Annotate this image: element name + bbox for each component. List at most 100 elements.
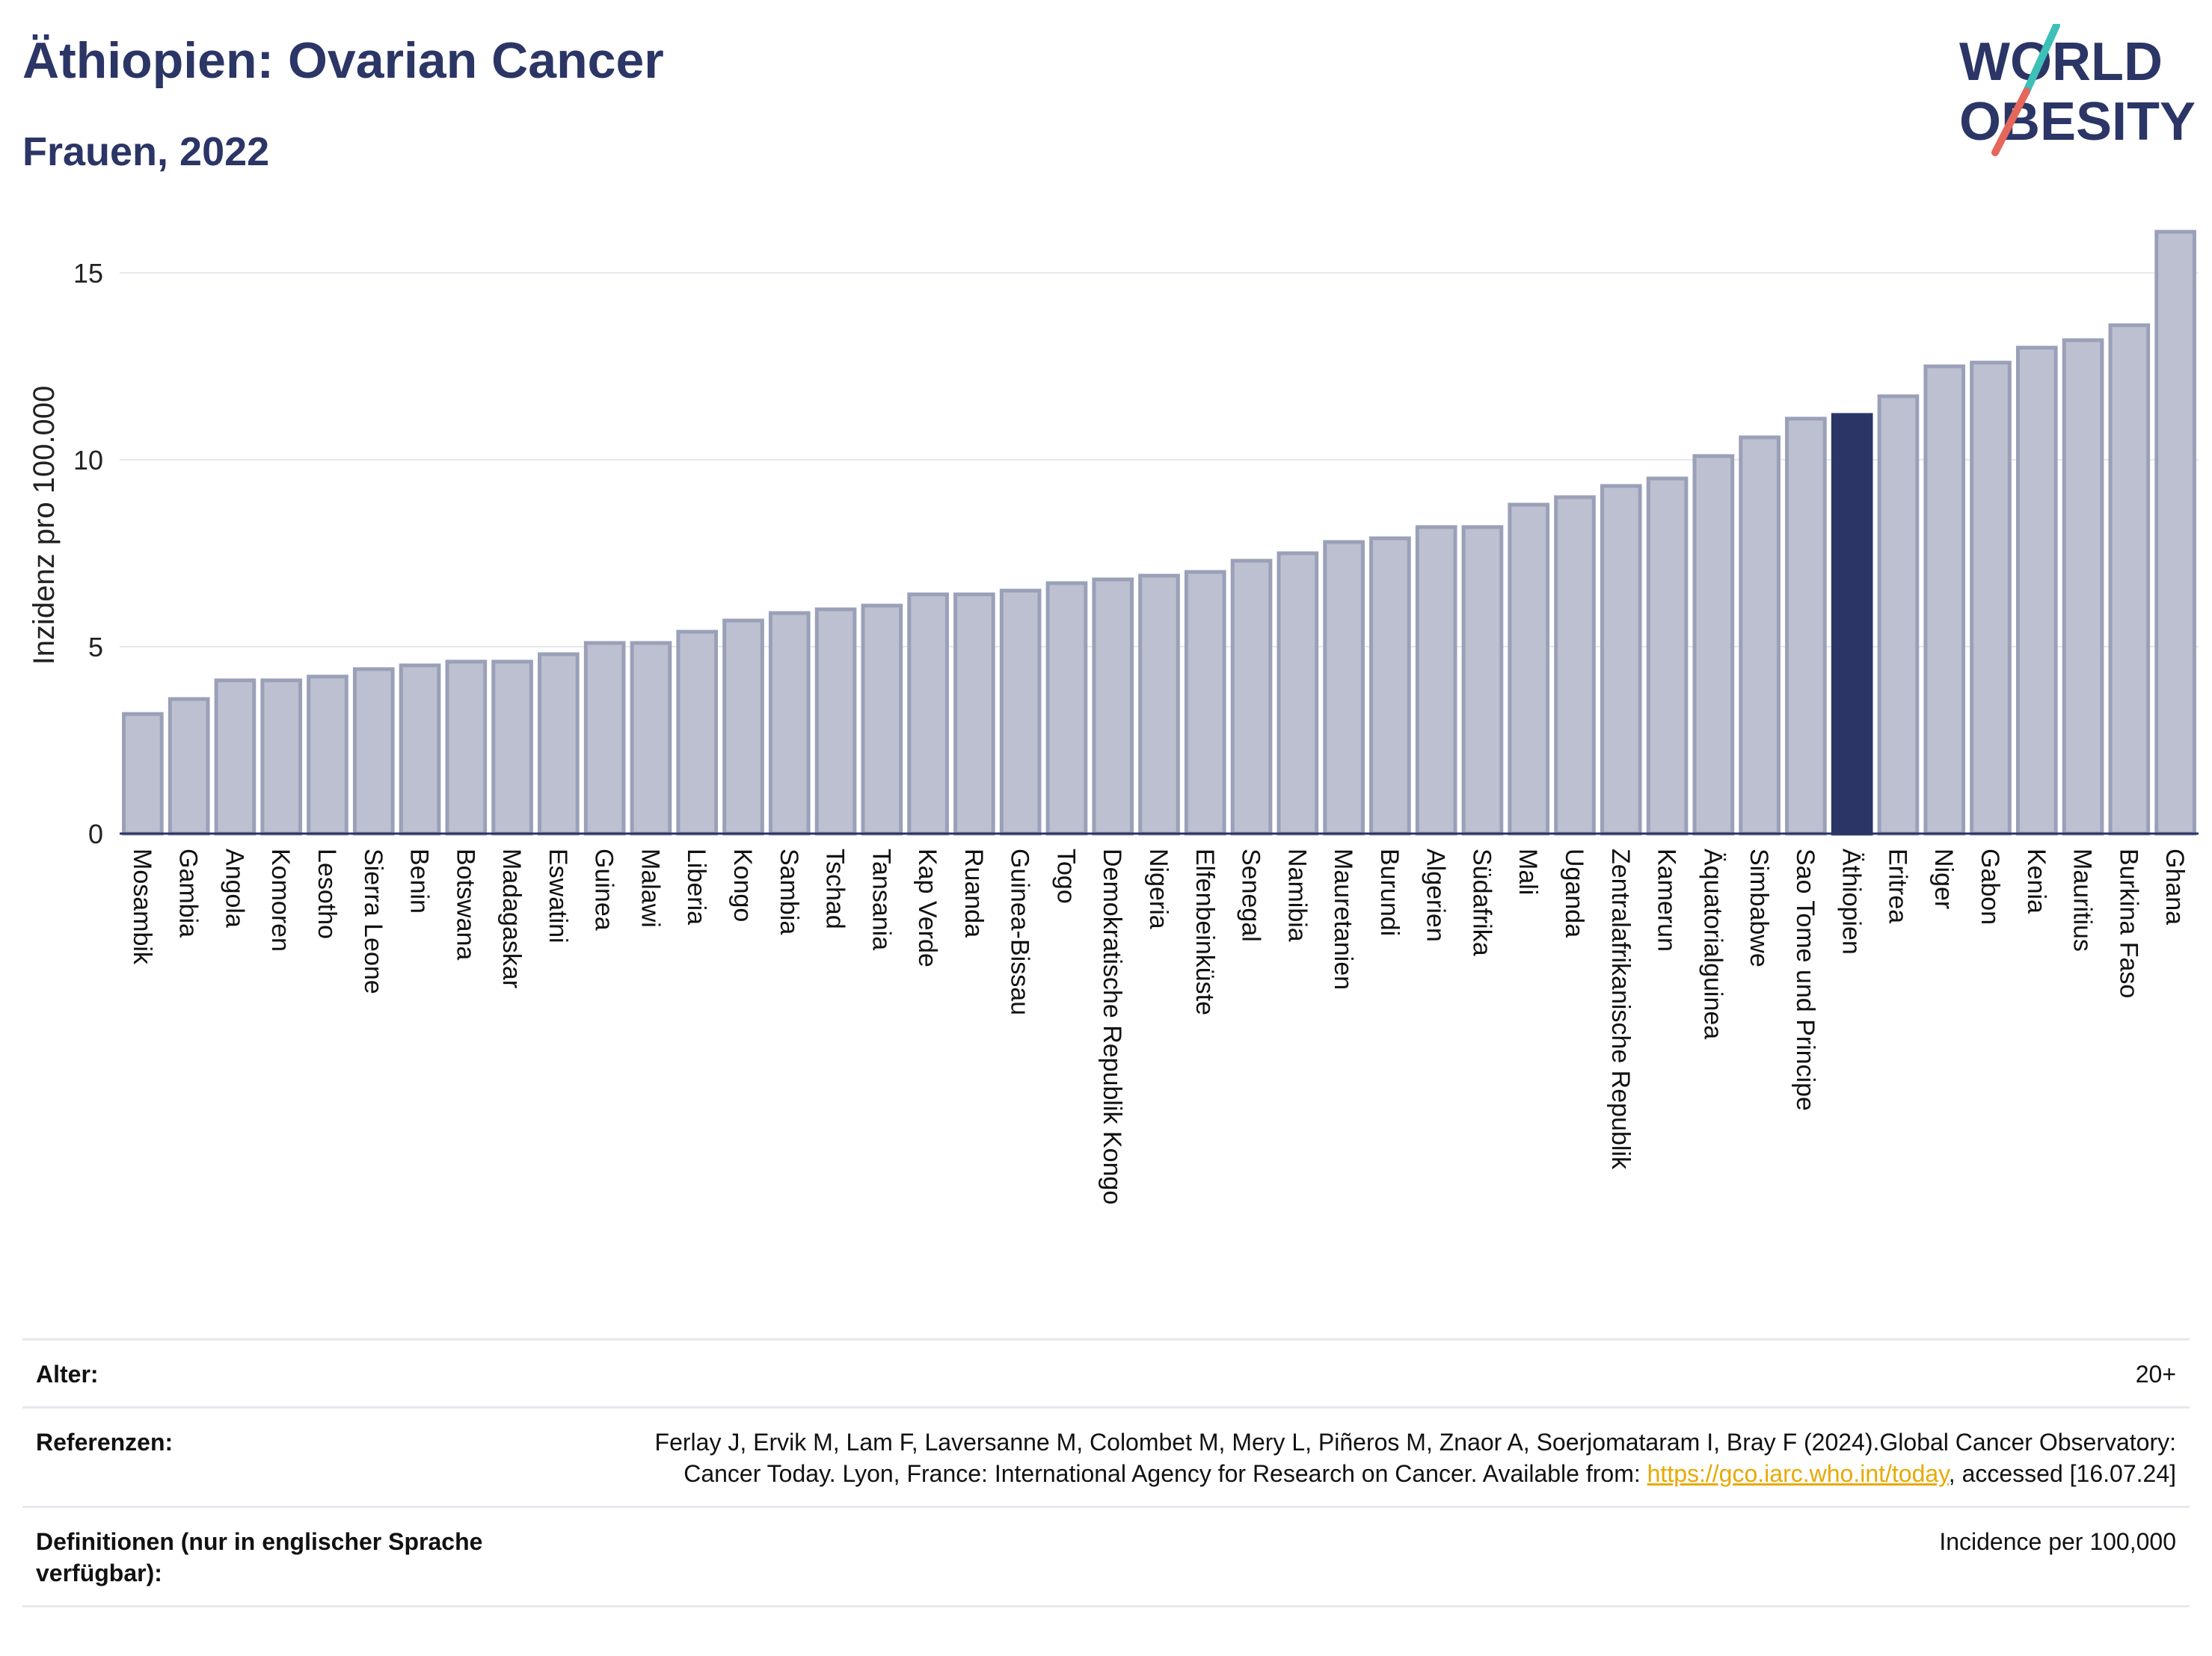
x-tick-label: Malawi [636,849,664,928]
x-tick-label: Ghana [2160,849,2189,925]
bar [1831,413,1873,836]
x-tick-label: Burundi [1375,849,1404,936]
x-tick-label: Lesotho [313,849,341,939]
x-tick-label: Kamerun [1653,849,1681,952]
x-tick-label: Benin [405,849,434,914]
y-axis-label: Inzidenz pro 100.000 [28,386,61,665]
bar [122,712,164,836]
bar [722,618,764,836]
definitions-label: Definitionen (nur in englischer Sprache … [36,1528,483,1586]
x-tick-label: Äthiopien [1837,849,1866,955]
bar [399,663,441,836]
bar [1923,364,1966,836]
x-tick-label: Kongo [728,849,757,922]
bar [676,630,719,836]
bar [1692,454,1735,836]
bar [768,611,811,836]
bar [1230,558,1273,836]
references-text-2: , accessed [16.07.24] [1948,1460,2176,1487]
references-link[interactable]: https://gco.iarc.who.int/today [1647,1460,1949,1487]
references-label: Referenzen: [36,1429,173,1456]
logo-slash-bottom [1991,87,2030,156]
x-tick-label: Gabon [1976,849,2004,925]
bar [307,674,348,836]
x-tick-label: Kenia [2022,849,2050,914]
world-obesity-logo: WORLD OBESITY [1959,24,2196,156]
x-tick-label: Mauritius [2068,849,2097,952]
x-tick-label: Äquatorialguinea [1698,849,1727,1039]
bar [1970,360,2012,836]
page-subtitle: Frauen, 2022 [22,129,270,174]
x-tick-label: Eswatini [544,849,572,944]
age-label: Alter: [36,1361,99,1388]
bar [1092,577,1134,836]
bar [1138,573,1180,836]
x-tick-label: Mauretanien [1329,849,1357,990]
definitions-value: Incidence per 100,000 [1939,1528,2176,1555]
bar [1369,536,1411,836]
x-tick-label: Gambia [174,849,203,938]
x-tick-label: Tansania [867,849,895,950]
bar [1600,484,1642,836]
info-row-references: Referenzen: Ferlay J, Ervik M, Lam F, La… [22,1406,2190,1506]
references-text-1: Ferlay J, Ervik M, Lam F, Laversanne M, … [654,1429,2176,1487]
x-tick-label: Komoren [266,849,295,952]
x-tick-label: Demokratische Republik Kongo [1098,849,1126,1204]
x-tick-label: Guinea-Bissau [1006,849,1034,1015]
bar [2015,345,2058,836]
bar [1276,551,1319,836]
bar [814,607,857,836]
bar [1461,525,1504,836]
bar [168,697,210,836]
x-tick-label: Tschad [821,849,850,929]
bar [1415,525,1457,836]
bar [1739,435,1781,836]
bar [214,678,256,836]
bar [1323,540,1365,836]
bar [1554,495,1596,836]
bar [445,659,488,836]
bar [861,603,903,836]
x-tick-label: Kap Verde [913,849,941,967]
x-tick-label: Elfenbeinküste [1191,849,1219,1015]
x-tick-label: Botswana [451,849,479,960]
bar [260,678,303,836]
logo-slash-top [2023,24,2060,95]
bar [583,641,626,836]
bar [953,592,995,836]
bar [2108,323,2151,836]
bar [352,667,395,836]
bar-chart: 0 5 10 15 Inzidenz pro 100.000 Mosambik Gambia… [28,230,2199,1204]
x-tick-label: Nigeria [1144,849,1173,929]
age-value: 20+ [2135,1361,2176,1388]
x-tick-label: Sierra Leone [359,849,387,994]
x-tick-label: Madagaskar [497,849,526,988]
y-tick-label: 0 [88,819,103,849]
x-tick-label: Mosambik [128,849,156,965]
x-tick-label: Zentralafrikanische Republik [1606,849,1635,1170]
bar [538,652,580,836]
bar [999,588,1042,836]
x-tick-label: Uganda [1560,849,1588,938]
bar [1045,581,1088,836]
info-table: Alter: 20+ Referenzen: Ferlay J, Ervik M… [22,1338,2190,1607]
x-tick-label: Guinea [590,849,618,931]
x-tick-label: Mali [1514,849,1542,895]
references-value: Ferlay J, Ervik M, Lam F, Laversanne M, … [574,1426,2176,1489]
bar [491,659,533,836]
logo-line1: WORLD [1959,32,2163,92]
bar [1508,502,1550,836]
x-tick-label: Algerien [1422,849,1450,942]
bar [1646,476,1689,836]
x-tick-label: Eritrea [1883,849,1911,923]
x-tick-label: Niger [1929,849,1958,909]
y-tick-label: 15 [73,258,103,289]
info-row-age: Alter: 20+ [22,1338,2190,1406]
y-tick-label: 10 [73,445,103,475]
x-tick-label: Togo [1051,849,1080,904]
x-tick-label: Südafrika [1467,849,1496,956]
x-tick-label: Senegal [1237,849,1265,942]
page-title: Äthiopien: Ovarian Cancer [22,32,664,89]
x-tick-label: Sambia [775,849,803,935]
bar [2154,230,2196,836]
